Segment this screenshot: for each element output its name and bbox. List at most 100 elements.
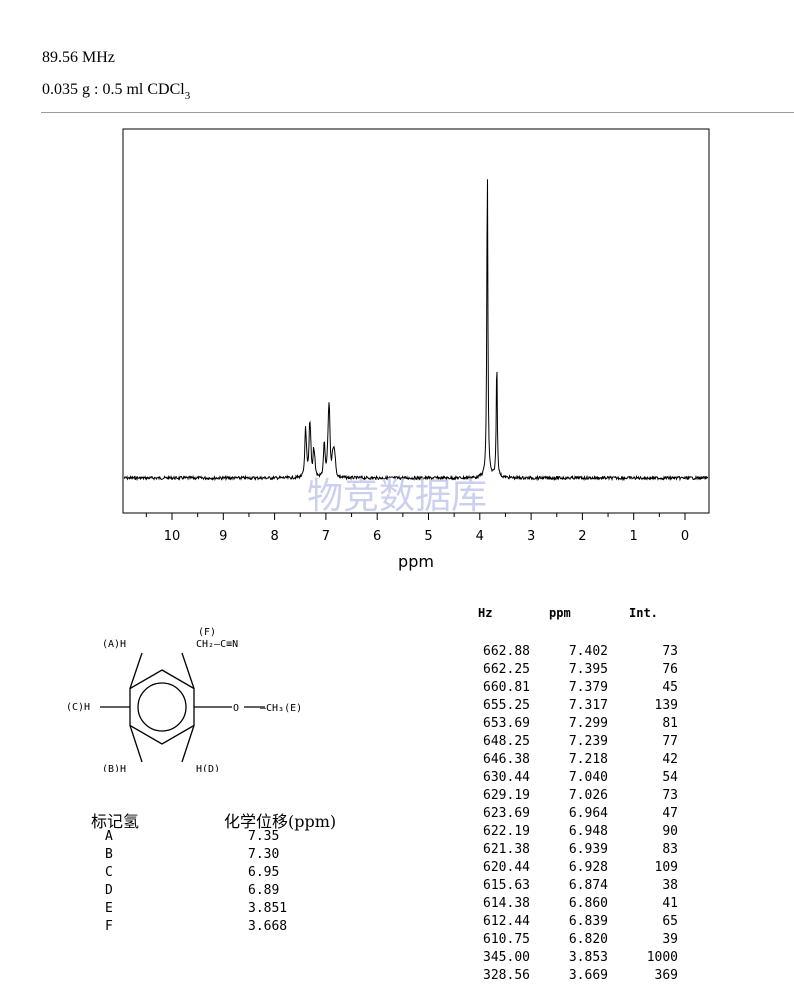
peak-ppm: 7.239 <box>568 734 608 749</box>
peak-int: 77 <box>662 734 678 749</box>
peak-int: 369 <box>654 968 678 983</box>
peak-ppm: 6.820 <box>568 932 608 947</box>
bond-hd <box>181 725 195 763</box>
peak-int: 47 <box>662 806 678 821</box>
sample-subscript: 3 <box>184 90 191 102</box>
peak-ppm: 7.395 <box>568 662 608 677</box>
assignment-label: C <box>105 865 113 880</box>
peak-hz: 621.38 <box>483 842 530 857</box>
peak-row: 610.75 6.820 39 <box>460 931 678 949</box>
sample-description: 0.035 g : 0.5 ml CDCl3 <box>42 81 190 102</box>
spectrometer-frequency: 89.56 MHz <box>42 49 115 66</box>
peak-hz: 620.44 <box>483 860 530 875</box>
peak-int: 83 <box>662 842 678 857</box>
peak-int: 65 <box>662 914 678 929</box>
peak-int: 39 <box>662 932 678 947</box>
peak-hz: 662.88 <box>483 644 530 659</box>
peak-hz: 653.69 <box>483 716 530 731</box>
assignment-row: D 6.89 <box>105 882 287 900</box>
assignment-shift: 3.851 <box>248 901 288 916</box>
benzene-ring <box>129 669 195 745</box>
peak-int: 109 <box>654 860 678 875</box>
x-tick-label: 2 <box>578 529 586 544</box>
peak-hz: 614.38 <box>483 896 530 911</box>
peak-hz: 610.75 <box>483 932 530 947</box>
peak-hz: 630.44 <box>483 770 530 785</box>
peak-hz: 612.44 <box>483 914 530 929</box>
peak-row: 630.44 7.040 54 <box>460 769 678 787</box>
x-axis-label: ppm <box>398 552 434 571</box>
peak-ppm: 3.853 <box>568 950 608 965</box>
assignment-table: A 7.35 B 7.30 C 6.95 D 6.89 E 3.851 F 3.668 <box>105 828 287 936</box>
assignment-label: E <box>105 901 113 916</box>
peak-hz: 660.81 <box>483 680 530 695</box>
peak-int: 139 <box>654 698 678 713</box>
peak-row: 622.19 6.948 90 <box>460 823 678 841</box>
peak-hz: 629.19 <box>483 788 530 803</box>
assignment-header-label: 标记氢 <box>91 812 140 831</box>
nmr-spectrum-chart: 10 9 8 7 6 5 4 3 2 1 0 物竞数据库 ppm <box>122 128 710 571</box>
peak-ppm: 6.860 <box>568 896 608 911</box>
x-tick-label: 5 <box>424 529 432 544</box>
peak-row: 623.69 6.964 47 <box>460 805 678 823</box>
assignment-label: B <box>105 847 113 862</box>
peak-hz: 328.56 <box>483 968 530 983</box>
assignment-shift: 3.668 <box>248 919 288 934</box>
sample-text: 0.035 g : 0.5 ml CDCl <box>42 81 185 98</box>
peak-ppm: 7.040 <box>568 770 608 785</box>
assignment-row: C 6.95 <box>105 864 287 882</box>
header-divider <box>41 112 794 113</box>
peak-int: 73 <box>662 644 678 659</box>
label-chain: CH₂—C≡N <box>196 639 238 650</box>
label-b: (B)H <box>102 764 126 772</box>
x-tick-label: 6 <box>373 529 381 544</box>
x-axis-ticks <box>145 513 686 520</box>
label-c: (C)H <box>66 702 90 713</box>
x-tick-label: 9 <box>219 529 227 544</box>
peak-hz: 615.63 <box>483 878 530 893</box>
peak-row: 662.25 7.395 76 <box>460 661 678 679</box>
peak-ppm: 7.379 <box>568 680 608 695</box>
peak-int: 81 <box>662 716 678 731</box>
assignment-shift: 7.30 <box>248 847 280 862</box>
x-tick-label: 10 <box>164 529 181 544</box>
peak-ppm: 6.928 <box>568 860 608 875</box>
peak-row: 612.44 6.839 65 <box>460 913 678 931</box>
assignment-shift: 7.35 <box>248 829 280 844</box>
peak-int: 76 <box>662 662 678 677</box>
label-a: (A)H <box>102 639 126 650</box>
peak-hz: 622.19 <box>483 824 530 839</box>
peak-header-int: Int. <box>629 606 658 620</box>
peak-ppm: 7.026 <box>568 788 608 803</box>
label-e: —CH₃(E) <box>260 703 302 714</box>
x-tick-label: 7 <box>322 529 330 544</box>
peak-int: 90 <box>662 824 678 839</box>
assignment-label: A <box>105 829 113 844</box>
assignment-row: E 3.851 <box>105 900 287 918</box>
assignment-row: F 3.668 <box>105 918 287 936</box>
peak-hz: 648.25 <box>483 734 530 749</box>
peak-row: 660.81 7.379 45 <box>460 679 678 697</box>
peak-row: 345.00 3.853 1000 <box>460 949 678 967</box>
peak-ppm: 7.299 <box>568 716 608 731</box>
assignment-label: D <box>105 883 113 898</box>
peak-row: 653.69 7.299 81 <box>460 715 678 733</box>
peak-row: 621.38 6.939 83 <box>460 841 678 859</box>
peak-ppm: 6.874 <box>568 878 608 893</box>
bond-hb <box>129 725 143 763</box>
assignment-shift: 6.89 <box>248 883 280 898</box>
peak-header-ppm: ppm <box>549 606 571 620</box>
assignment-header-shift: 化学位移(ppm) <box>224 812 337 831</box>
plot-frame <box>122 128 710 514</box>
peak-row: 662.88 7.402 73 <box>460 643 678 661</box>
x-tick-label: 1 <box>630 529 638 544</box>
assignment-label: F <box>105 919 113 934</box>
peak-ppm: 3.669 <box>568 968 608 983</box>
peak-hz: 623.69 <box>483 806 530 821</box>
label-d: H(D) <box>196 764 220 772</box>
peak-hz: 655.25 <box>483 698 530 713</box>
label-o: O <box>233 703 239 714</box>
peak-row: 614.38 6.860 41 <box>460 895 678 913</box>
assignment-row: A 7.35 <box>105 828 287 846</box>
peak-table: 662.88 7.402 73 662.25 7.395 76 660.81 7.379 45 6… <box>460 643 678 985</box>
